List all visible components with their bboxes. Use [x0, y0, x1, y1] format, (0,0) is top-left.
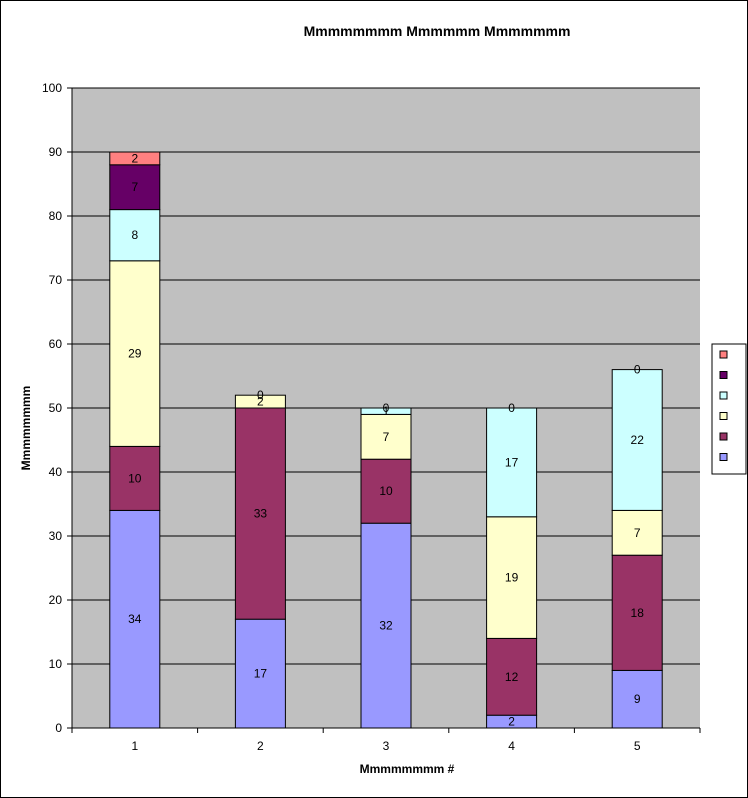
data-label: 17 — [505, 455, 519, 469]
bar-segment — [486, 407, 538, 518]
bar-segment — [360, 458, 412, 524]
y-tick-label: 0 — [55, 721, 62, 735]
bar-segment — [234, 407, 286, 620]
bar-segment — [486, 637, 538, 716]
bar-segment — [109, 209, 161, 262]
bars — [109, 151, 663, 729]
legend-swatch — [719, 350, 728, 359]
data-label: 0 — [257, 388, 264, 402]
data-label: 9 — [634, 692, 641, 706]
data-label: 33 — [254, 507, 268, 521]
bar-segment — [611, 509, 663, 556]
y-tick-label: 50 — [49, 401, 63, 415]
bar-segment — [109, 509, 161, 729]
bar-segment — [486, 516, 538, 639]
bar-segment — [611, 369, 663, 511]
legend — [711, 343, 747, 475]
bar-segment — [611, 554, 663, 671]
y-tick-label: 60 — [49, 337, 63, 351]
data-label: 10 — [379, 484, 393, 498]
data-label: 10 — [128, 471, 142, 485]
data-label: 0 — [383, 401, 390, 415]
data-label: 8 — [131, 228, 138, 242]
chart-title: Mmmmmmmm Mmmmmm Mmmmmmm — [304, 23, 571, 39]
data-label: 32 — [379, 619, 393, 633]
data-label: 12 — [505, 670, 519, 684]
y-tick-label: 10 — [49, 657, 63, 671]
data-label: 1 — [383, 404, 390, 418]
bar-segment — [109, 260, 161, 447]
bar-segment — [360, 522, 412, 729]
data-label: 7 — [383, 430, 390, 444]
x-axis-label: Mmmmmmmm # — [360, 762, 455, 776]
x-tick-label: 4 — [508, 739, 515, 753]
data-label: 0 — [634, 363, 641, 377]
y-tick-label: 100 — [42, 81, 62, 95]
x-tick-label: 3 — [383, 739, 390, 753]
y-tick-label: 70 — [49, 273, 63, 287]
x-tick-label: 2 — [257, 739, 264, 753]
bar-segment — [611, 669, 663, 729]
x-tick-labels: 1 2 3 4 5 — [131, 739, 640, 753]
data-label: 7 — [131, 180, 138, 194]
bar-segment — [109, 164, 161, 211]
legend-swatch — [719, 391, 728, 400]
y-tick-label: 90 — [49, 145, 63, 159]
data-label: 18 — [631, 606, 645, 620]
y-tick-label: 80 — [49, 209, 63, 223]
legend-swatch — [719, 432, 728, 441]
x-tick-label: 1 — [131, 739, 138, 753]
data-label: 2 — [508, 715, 515, 729]
axes — [67, 87, 701, 733]
bar-segment — [109, 445, 161, 511]
bar-segment — [109, 151, 161, 166]
y-axis-label: Mmmmmmmm — [19, 386, 33, 471]
legend-box — [711, 343, 747, 475]
data-label: 17 — [254, 667, 268, 681]
legend-swatch — [719, 371, 728, 379]
y-tick-label: 40 — [49, 465, 63, 479]
data-label: 0 — [508, 401, 515, 415]
x-tick-label: 5 — [634, 739, 641, 753]
data-label: 2 — [131, 151, 138, 165]
legend-swatch — [719, 412, 728, 420]
data-label: 19 — [505, 571, 519, 585]
y-tick-labels: 0 10 20 30 40 50 60 70 80 90 100 — [42, 81, 62, 735]
bar-segment — [360, 407, 412, 415]
data-label: 34 — [128, 612, 142, 626]
data-label: 7 — [634, 526, 641, 540]
y-tick-label: 30 — [49, 529, 63, 543]
legend-swatch — [719, 453, 728, 461]
data-label: 2 — [257, 395, 264, 409]
data-label: 29 — [128, 347, 142, 361]
y-tick-label: 20 — [49, 593, 63, 607]
data-label: 22 — [631, 433, 645, 447]
bar-segment — [234, 394, 286, 409]
bar-segment — [360, 413, 412, 460]
